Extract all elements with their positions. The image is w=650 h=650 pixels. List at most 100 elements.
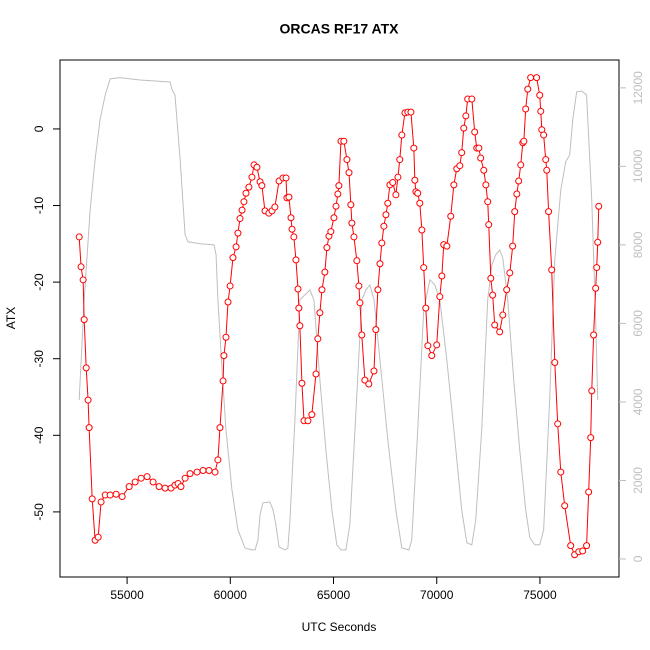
data-point: [143, 473, 151, 481]
data-point: [520, 137, 528, 145]
data-point: [471, 128, 479, 136]
data-point: [380, 222, 388, 230]
y-tick-label: -20: [32, 273, 46, 291]
x-tick-label: 60000: [214, 588, 248, 602]
data-point: [84, 396, 92, 404]
data-point: [125, 483, 133, 491]
data-point: [348, 219, 356, 227]
data-point: [287, 214, 295, 222]
data-point: [216, 424, 224, 432]
y-tick-label: 0: [32, 125, 46, 132]
data-point: [238, 206, 246, 214]
data-point: [205, 467, 213, 475]
data-point: [97, 498, 105, 506]
data-point: [447, 212, 455, 220]
data-point: [389, 179, 397, 187]
data-point: [588, 387, 596, 395]
data-point: [321, 268, 329, 276]
data-point: [376, 260, 384, 268]
data-point: [554, 420, 562, 428]
data-point: [79, 276, 87, 284]
data-point: [567, 542, 575, 550]
data-point: [181, 474, 189, 482]
data-point: [489, 291, 497, 299]
data-point: [515, 177, 523, 185]
data-point: [374, 286, 382, 294]
data-point: [290, 233, 298, 241]
data-point: [332, 202, 340, 210]
y-axis-label: ATX: [4, 307, 18, 329]
data-point: [88, 495, 96, 503]
data-point: [540, 131, 548, 139]
data-point: [340, 137, 348, 145]
data-point: [161, 484, 169, 492]
x-tick-label: 65000: [317, 588, 351, 602]
data-point: [592, 284, 600, 292]
data-point: [499, 311, 507, 319]
y2-tick-label: 2000: [631, 467, 645, 494]
data-point: [585, 488, 593, 496]
data-point: [548, 266, 556, 274]
data-point: [411, 176, 419, 184]
data-point: [396, 156, 404, 164]
data-point: [222, 333, 230, 341]
data-point: [491, 321, 499, 329]
chart-title: ORCAS RF17 ATX: [279, 21, 399, 37]
data-point: [288, 225, 296, 233]
data-point: [330, 214, 338, 222]
data-point: [304, 417, 312, 425]
data-point: [355, 282, 363, 290]
data-point: [236, 215, 244, 223]
data-point: [527, 74, 535, 82]
data-point: [214, 456, 222, 464]
data-point: [522, 105, 530, 113]
data-point: [211, 468, 219, 476]
y2-tick-label: 8000: [631, 231, 645, 258]
data-point: [458, 149, 466, 157]
data-point: [487, 274, 495, 282]
data-point: [456, 162, 464, 170]
data-point: [590, 331, 598, 339]
data-point: [545, 208, 553, 216]
data-point: [561, 502, 569, 510]
x-tick-label: 55000: [110, 588, 144, 602]
data-point: [82, 364, 90, 372]
data-point: [356, 299, 364, 307]
data-point: [199, 467, 207, 475]
data-point: [94, 533, 102, 541]
data-point: [496, 328, 504, 336]
data-point: [503, 286, 511, 294]
data-point: [226, 282, 234, 290]
x-tick-label: 70000: [420, 588, 454, 602]
data-point: [394, 173, 402, 181]
data-point: [407, 108, 415, 116]
data-point: [224, 298, 232, 306]
data-point: [298, 379, 306, 387]
data-point: [595, 202, 603, 210]
data-point: [85, 424, 93, 432]
data-point: [242, 189, 250, 197]
y-tick-label: -50: [32, 503, 46, 521]
data-point: [517, 161, 525, 169]
data-point: [282, 174, 290, 182]
data-point: [485, 221, 493, 229]
data-point: [312, 370, 320, 378]
data-point: [436, 293, 444, 301]
data-point: [358, 331, 366, 339]
data-point: [295, 304, 303, 312]
data-point: [229, 254, 237, 262]
data-point: [232, 243, 240, 251]
data-point: [511, 208, 519, 216]
data-point: [372, 326, 380, 334]
data-point: [106, 491, 114, 499]
data-point: [350, 233, 358, 241]
data-point: [537, 107, 545, 115]
data-point: [382, 211, 390, 219]
data-point: [416, 199, 424, 207]
data-point: [428, 352, 436, 360]
data-point: [370, 367, 378, 375]
data-point: [414, 189, 422, 197]
data-point: [418, 226, 426, 234]
data-point: [240, 198, 248, 206]
